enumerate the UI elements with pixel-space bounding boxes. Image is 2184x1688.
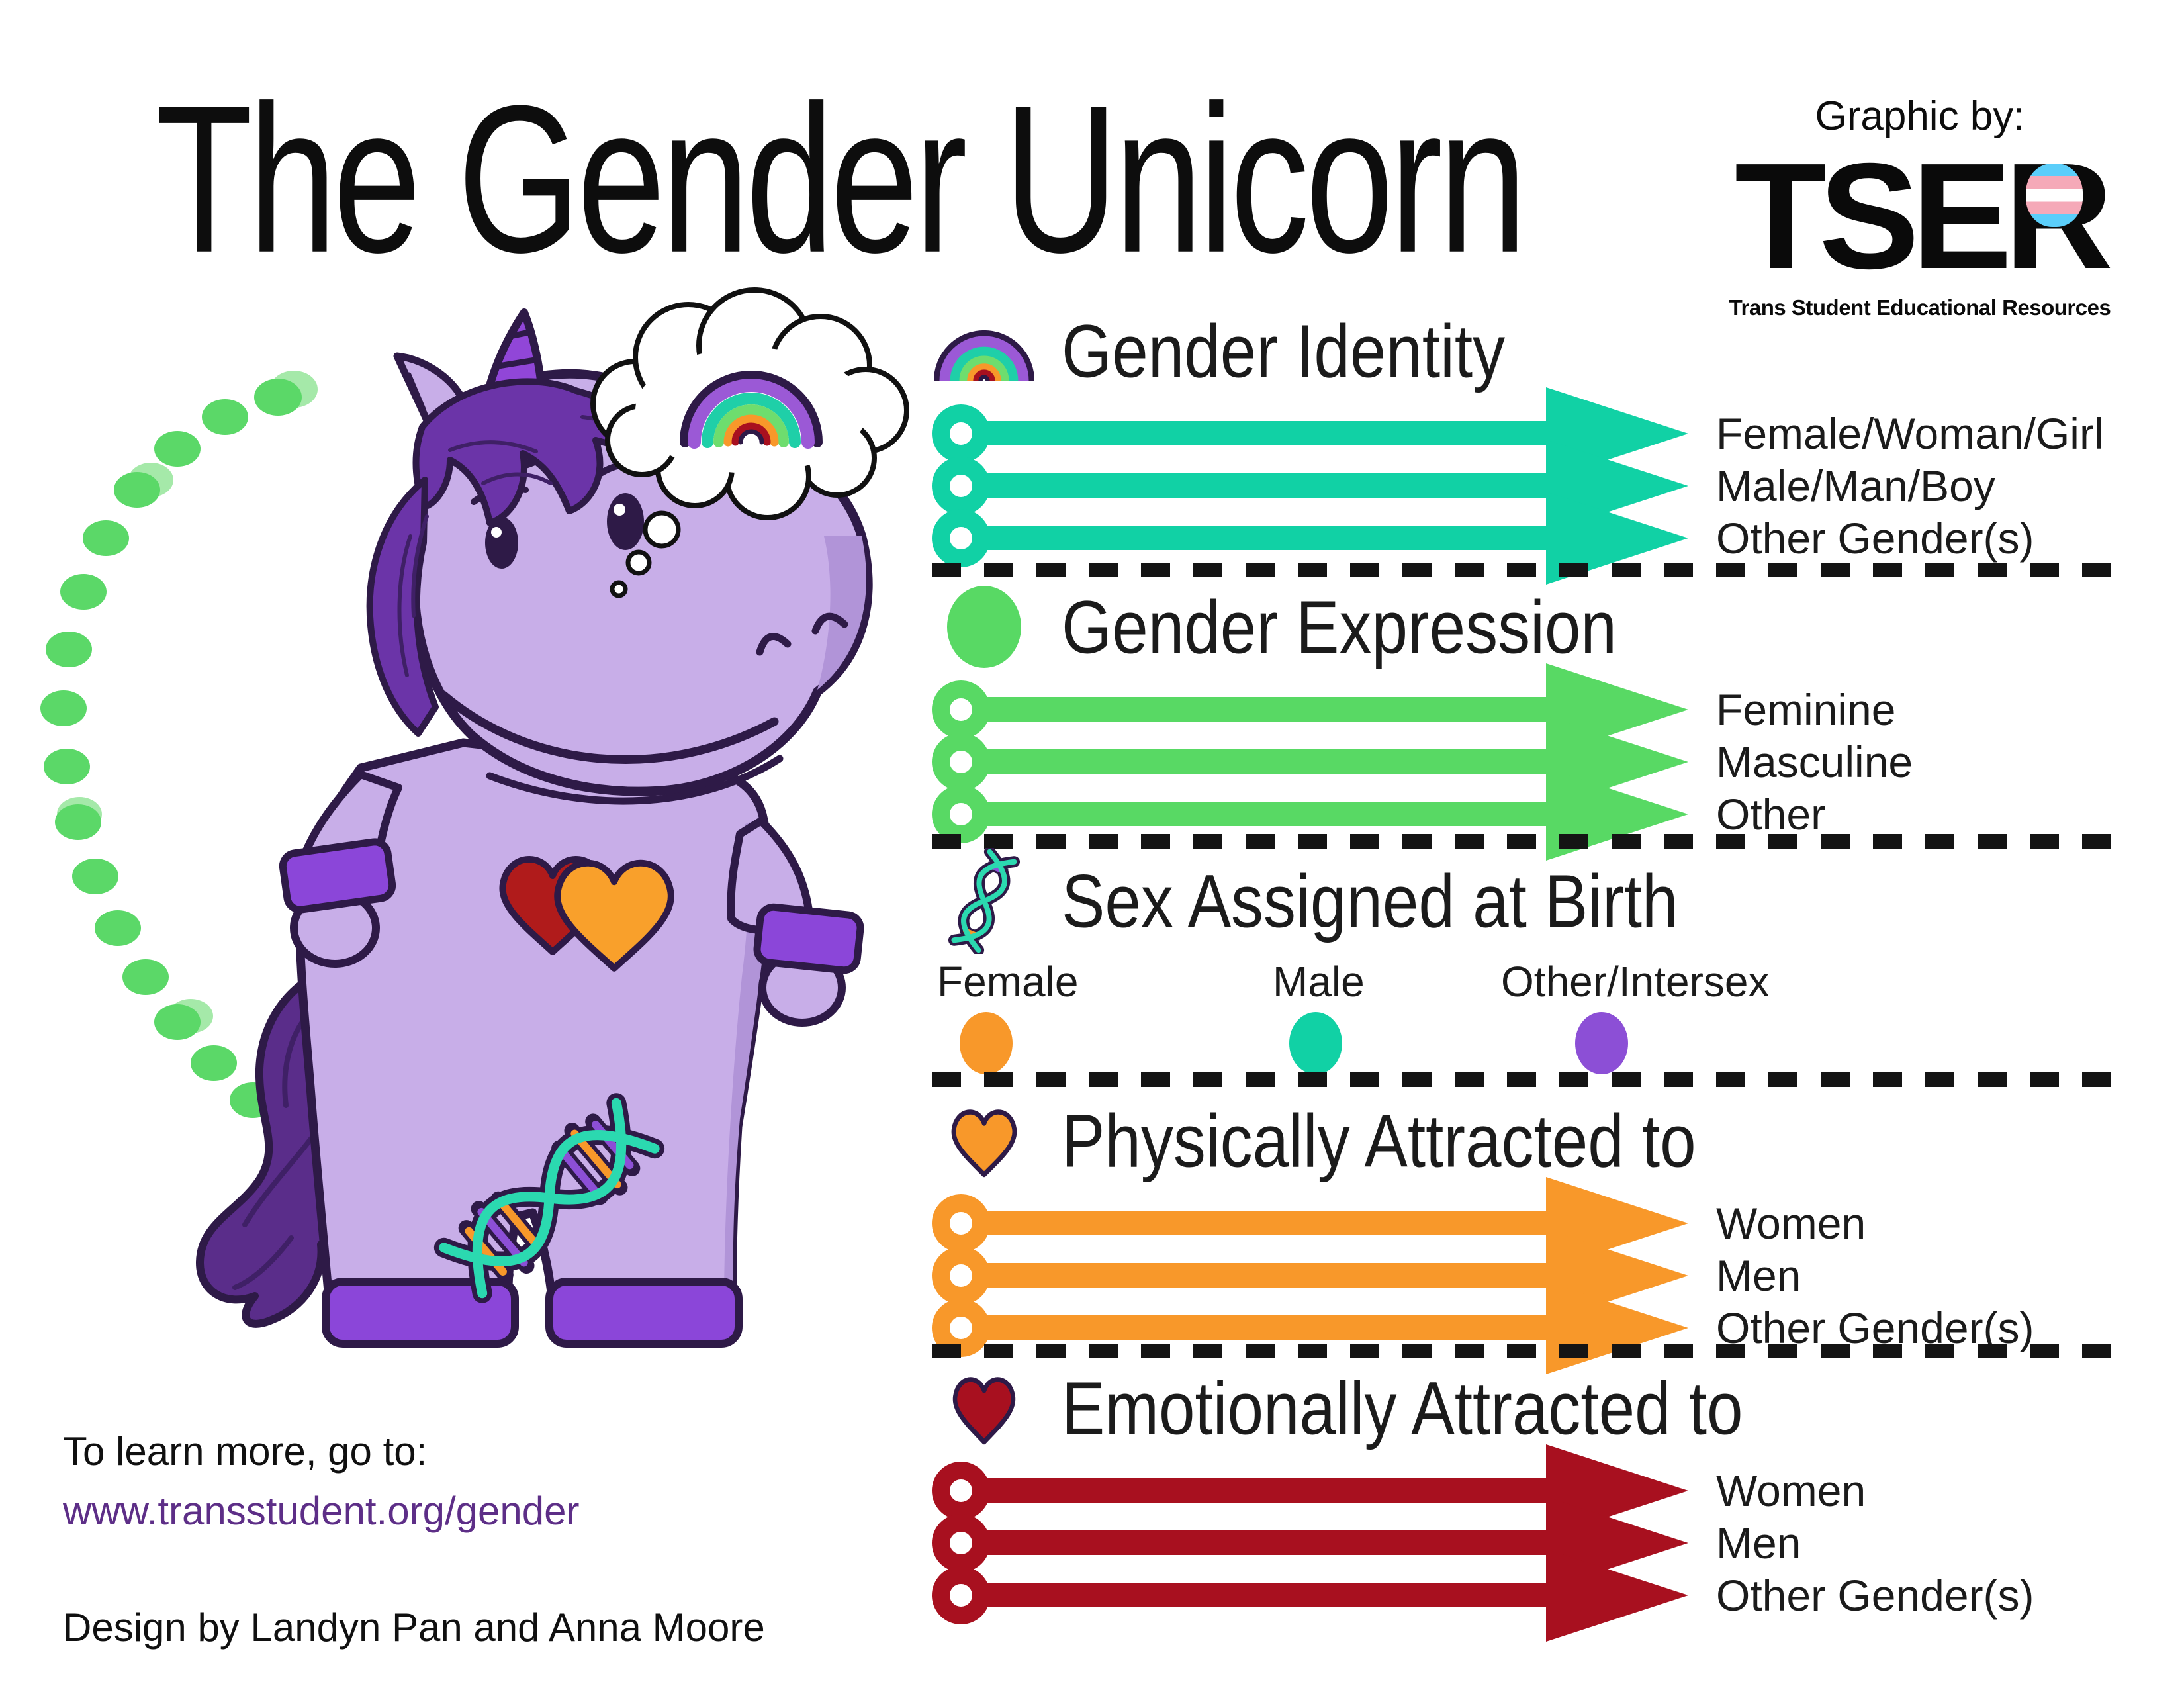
section-header: Gender Expression: [932, 577, 2118, 677]
arrow-label: Women: [1716, 1466, 1866, 1515]
page-title: The Gender Unicorn: [156, 62, 1527, 297]
option-label: Female: [937, 958, 1079, 1006]
tser-logo: TSER: [1735, 140, 2113, 294]
green-dots-arc: [40, 371, 318, 1118]
arrow-label: Female/Woman/Girl: [1716, 408, 2104, 458]
arrow-label: Women: [1716, 1198, 1866, 1248]
section-header: Emotionally Attracted to: [932, 1358, 2118, 1458]
section-header: Physically Attracted to: [932, 1091, 2118, 1190]
section-gender-identity: Gender Identity Female/Woman/Girl Male/M…: [932, 301, 2118, 585]
spectrum-arrow: Female/Woman/Girl: [932, 387, 2118, 480]
arrow-start-ring: [932, 1566, 990, 1624]
resource-url: www.transstudent.org/gender: [63, 1489, 580, 1533]
section-title: Emotionally Attracted to: [1062, 1365, 1743, 1450]
spectrum-arrow: Other: [932, 767, 2118, 861]
arrow-label: Other Gender(s): [1716, 1570, 2034, 1620]
arrow-head: [1546, 1548, 1688, 1642]
arrow-start-ring: [932, 1194, 990, 1252]
dashed-divider: [932, 1072, 2115, 1087]
male-dot: [1289, 1012, 1342, 1074]
tser-full-name: Trans Student Educational Resources: [1729, 295, 2111, 320]
section-sex-assigned-at-birth: Sex Assigned at Birth Female Male Other/…: [932, 848, 2118, 1169]
arrow-start-ring: [932, 1513, 990, 1572]
option-label: Other/Intersex: [1501, 958, 1770, 1006]
dna-helix-icon: [433, 1093, 665, 1303]
arrow-start-ring: [932, 680, 990, 739]
arrow-label: Men: [1716, 1518, 1801, 1568]
birth-option-female: Female: [937, 957, 1078, 1074]
spectrum-arrow: Other Gender(s): [932, 491, 2118, 585]
arrow-label: Masculine: [1716, 737, 1913, 786]
design-credit: Design by Landyn Pan and Anna Moore: [63, 1605, 765, 1650]
section-gender-expression: Gender Expression Feminine Masculine Oth…: [932, 577, 2118, 861]
thought-rainbow-icon: [680, 371, 823, 449]
section-header: Gender Identity: [932, 301, 2118, 400]
arrow-start-ring: [932, 1461, 990, 1520]
female-dot: [960, 1012, 1013, 1074]
purple-unicorn-illustration: [40, 287, 909, 1348]
trans-flag-icon: [2026, 164, 2083, 227]
section-physically-attracted: Physically Attracted to Women Men Other …: [932, 1091, 2118, 1374]
section-title: Gender Expression: [1062, 584, 1617, 669]
arrow-head: [1546, 1281, 1688, 1374]
dashed-divider: [932, 1344, 2115, 1358]
section-emotionally-attracted: Emotionally Attracted to Women Men Other…: [932, 1358, 2118, 1642]
spectrum-arrow: Feminine: [932, 663, 2118, 756]
spectrum-arrow: Women: [932, 1176, 2118, 1270]
section-title: Gender Identity: [1062, 308, 1506, 393]
rainbow-icon: [932, 316, 1036, 385]
arrow-start-ring: [932, 732, 990, 791]
spectrum-arrow: Men: [932, 1229, 2118, 1322]
dashed-divider: [932, 563, 2115, 577]
green-circle-icon: [932, 585, 1036, 669]
arrow-label: Male/Man/Boy: [1716, 461, 1995, 510]
birth-option-other-intersex: Other/Intersex: [1501, 957, 1770, 1074]
arrow-start-ring: [932, 1246, 990, 1305]
arrow-label: Feminine: [1716, 684, 1896, 734]
other-intersex-dot: [1575, 1012, 1628, 1074]
tser-credit-block: Graphic by: TSER Trans Student Education…: [1718, 93, 2122, 320]
birth-option-male: Male: [1273, 957, 1365, 1074]
orange-heart-icon: [932, 1096, 1036, 1186]
section-title: Sex Assigned at Birth: [1062, 858, 1678, 943]
thought-trail-dots: [610, 510, 681, 598]
learn-more-label: To learn more, go to:: [63, 1429, 428, 1474]
arrow-label: Other: [1716, 789, 1826, 839]
rainbow-thought-bubble: [590, 287, 909, 598]
spectrum-arrow: Masculine: [932, 715, 2118, 808]
arrow-start-ring: [932, 508, 990, 567]
spectrum-arrow: Women: [932, 1444, 2118, 1537]
arrow-label: Other Gender(s): [1716, 513, 2034, 563]
birth-options: Female Male Other/Intersex: [932, 957, 2118, 1169]
arrow-label: Men: [1716, 1250, 1801, 1300]
spectrum-arrow: Men: [932, 1496, 2118, 1589]
arrow-start-ring: [932, 784, 990, 843]
spectrum-arrow: Other Gender(s): [932, 1281, 2118, 1374]
section-header: Sex Assigned at Birth: [932, 848, 2118, 954]
unicorn-left-arm: [279, 771, 402, 968]
heart-pair-icon: [499, 856, 674, 972]
unicorn-right-arm: [727, 817, 864, 1027]
dna-icon: [932, 848, 1036, 954]
section-title: Physically Attracted to: [1062, 1098, 1696, 1183]
arrow-start-ring: [932, 404, 990, 463]
spectrum-arrow: Other Gender(s): [932, 1548, 2118, 1642]
arrow-start-ring: [932, 456, 990, 515]
spectrum-arrow: Male/Man/Boy: [932, 439, 2118, 532]
option-label: Male: [1273, 958, 1365, 1006]
red-heart-icon: [932, 1363, 1036, 1453]
graphic-by-label: Graphic by:: [1815, 93, 2025, 139]
dashed-divider: [932, 834, 2115, 849]
